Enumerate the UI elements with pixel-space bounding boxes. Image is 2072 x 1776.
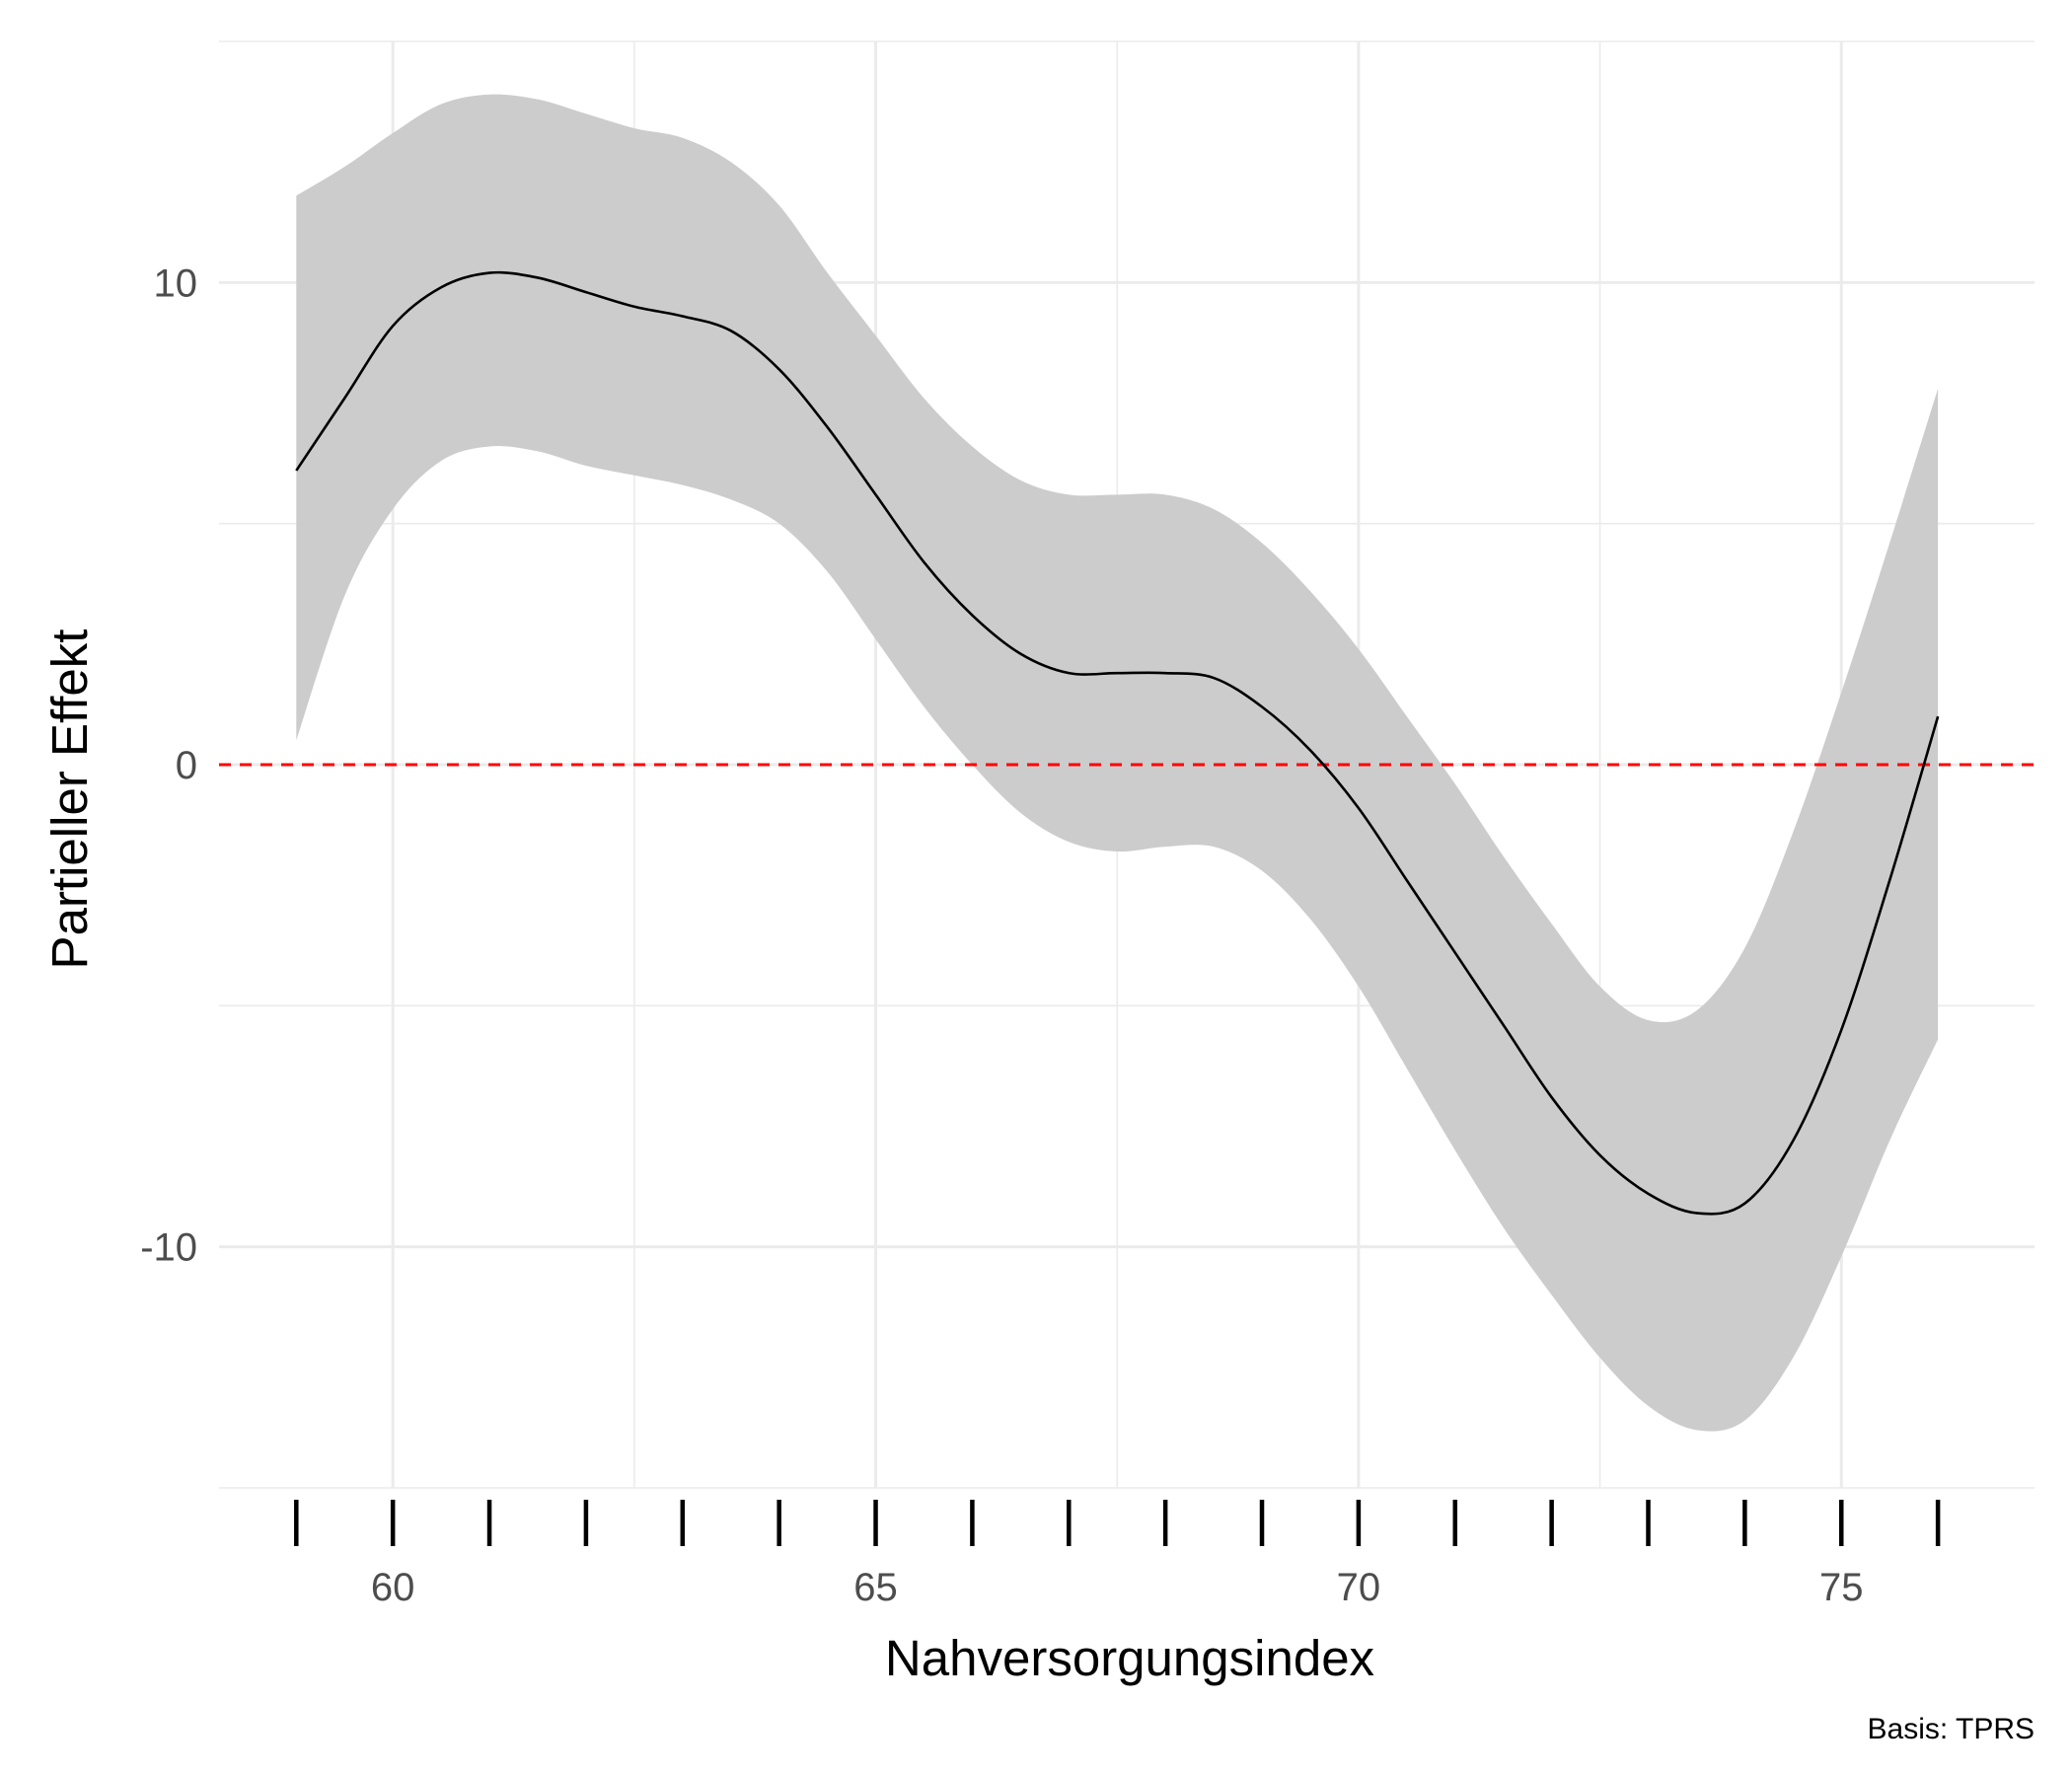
confidence-band [296,94,1939,1432]
x-tick-labels: 60 65 70 75 [371,1566,1864,1609]
y-tick-label: 10 [154,261,198,305]
caption: Basis: TPRS [1868,1713,2035,1745]
x-axis-title: Nahversorgungsindex [885,1630,1374,1686]
rug-layer [294,1500,1941,1546]
confidence-band-layer [296,94,1939,1432]
smooth-effect-line [295,270,1940,1216]
y-tick-labels: -10 0 10 [140,261,197,1269]
smooth-line-layer [295,270,1940,1216]
y-tick-label: -10 [140,1226,197,1270]
x-tick-label: 75 [1819,1566,1864,1609]
x-tick-label: 60 [371,1566,415,1609]
y-tick-label: 0 [176,744,197,787]
y-axis-title: Partieller Effekt [41,629,98,970]
x-tick-label: 65 [853,1566,898,1609]
x-tick-label: 70 [1337,1566,1381,1609]
